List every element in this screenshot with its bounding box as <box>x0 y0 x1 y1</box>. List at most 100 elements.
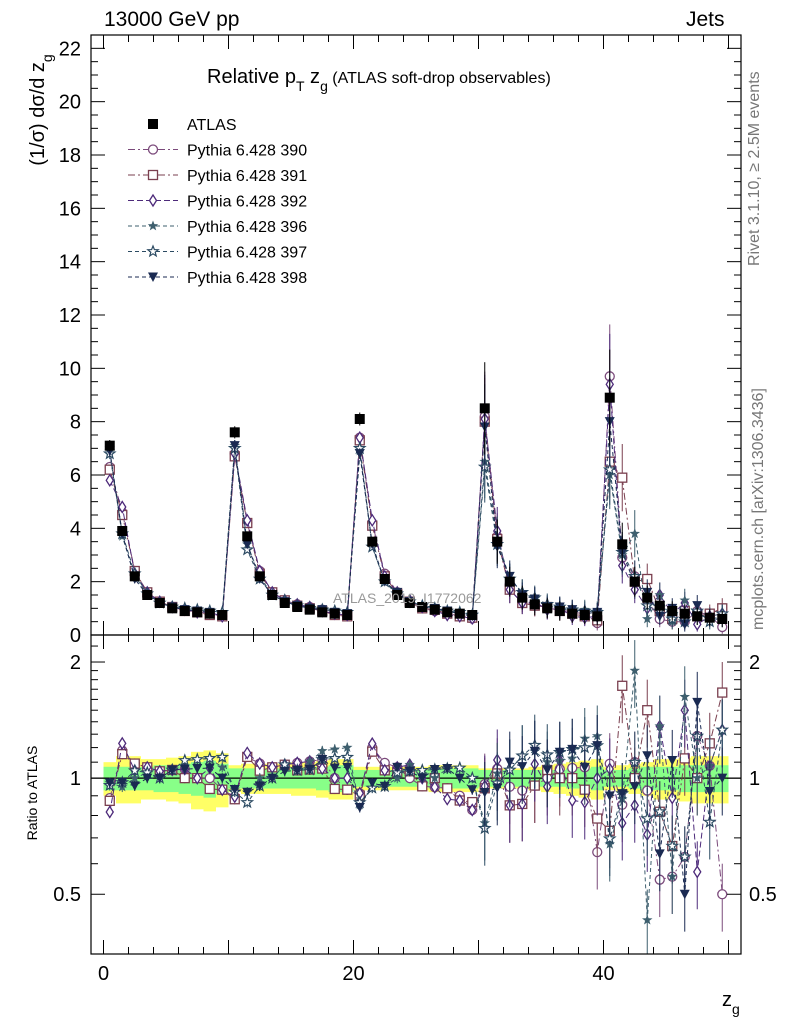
pythia-6-428-398-ratio-point <box>317 755 328 765</box>
x-tick-label: 20 <box>342 963 364 985</box>
pythia-6-428-396-ratio-point <box>217 761 228 772</box>
pythia-6-428-397-legend-label: Pythia 6.428 397 <box>187 245 307 262</box>
atlas-point <box>679 608 690 619</box>
ratio-tick-label-right: 2 <box>749 652 760 674</box>
x-axis-label: zg <box>722 989 740 1017</box>
atlas-point <box>354 414 365 424</box>
pythia-6-428-397-ratio-point <box>340 749 355 764</box>
pythia-6-428-390-ratio-line <box>109 735 723 895</box>
atlas-point <box>667 606 678 616</box>
pythia-6-428-398-ratio-point <box>454 773 465 784</box>
atlas-point <box>254 571 265 582</box>
ratio-tick-label: 1 <box>70 768 81 790</box>
pythia-6-428-398-ratio-point <box>404 766 415 777</box>
pythia-6-428-396-legend-marker <box>147 220 159 231</box>
pythia-6-428-398-ratio-point <box>417 773 428 784</box>
pythia-6-428-392-ratio-point <box>317 761 327 776</box>
atlas-point <box>629 576 640 587</box>
ratio-frame <box>90 634 742 955</box>
atlas-legend-marker <box>148 119 158 129</box>
pythia-6-428-396-ratio-point <box>404 759 415 770</box>
pythia-6-428-397-ratio-point <box>465 770 480 785</box>
atlas-point <box>467 610 478 620</box>
pythia-6-428-392-ratio-point <box>455 793 465 808</box>
ratio-tick-label-right: 1 <box>749 768 760 790</box>
atlas-point <box>242 531 253 542</box>
pythia-6-428-390-legend-marker <box>147 144 159 155</box>
atlas-point <box>717 614 728 624</box>
ratio-tick-label: 0.5 <box>53 884 81 906</box>
atlas-point <box>429 604 440 615</box>
pythia-6-428-398-ratio-point <box>429 765 440 775</box>
pythia-6-428-398-ratio-point <box>579 762 590 773</box>
atlas-point <box>179 606 190 616</box>
pythia-6-428-398-point <box>229 441 240 451</box>
pythia-6-428-398-point <box>354 449 365 459</box>
mcplots-label: mcplots.cern.ch [arXiv:1306.3436] <box>750 388 767 630</box>
pythia-6-428-392-ratio-point <box>192 771 202 785</box>
pythia-6-428-392-line <box>109 384 723 626</box>
atlas-point <box>692 611 703 622</box>
pythia-6-428-397-ratio-point <box>640 811 655 825</box>
atlas-point <box>417 602 428 612</box>
header-right: Jets <box>686 8 725 31</box>
y-tick-label: 16 <box>59 198 81 220</box>
pythia-6-428-397-ratio-point <box>652 804 667 818</box>
pythia-6-428-391-ratio-point <box>117 749 128 760</box>
pythia-6-428-392-ratio-point <box>342 771 352 785</box>
atlas-point <box>279 598 290 608</box>
pythia-6-428-398-ratio-point <box>392 762 403 773</box>
y-tick-label: 12 <box>59 305 81 327</box>
y-tick-label: 18 <box>59 145 81 167</box>
pythia-6-428-392-ratio-point <box>367 736 377 751</box>
pythia-6-428-398-point <box>692 601 703 611</box>
pythia-6-428-396-ratio-point <box>254 772 265 783</box>
atlas-point <box>592 611 603 622</box>
pythia-6-428-398-ratio-point <box>179 764 190 775</box>
pythia-6-428-397-ratio-point <box>602 831 617 845</box>
pythia-6-428-398-ratio-point <box>667 755 678 766</box>
atlas-point <box>317 607 328 618</box>
pythia-6-428-396-point <box>679 594 690 605</box>
pythia-6-428-396-ratio-point <box>329 743 340 754</box>
atlas-point <box>342 610 353 620</box>
pythia-6-428-392-ratio-point <box>692 865 702 879</box>
pythia-6-428-398-ratio-point <box>717 773 728 784</box>
pythia-6-428-397-ratio-point <box>677 849 692 863</box>
pythia-6-428-397-ratio-point <box>415 763 430 777</box>
pythia-6-428-392-ratio-point <box>105 805 115 819</box>
pythia-6-428-398-ratio-point <box>554 747 565 758</box>
atlas-point <box>404 598 415 608</box>
y-tick-label: 6 <box>70 465 81 487</box>
pythia-6-428-398-ratio-point <box>442 764 453 774</box>
pythia-6-428-396-ratio-point <box>317 745 328 756</box>
pythia-6-428-392-legend-marker <box>148 193 158 208</box>
pythia-6-428-397-ratio-point <box>452 760 467 774</box>
atlas-point <box>529 599 540 610</box>
pythia-6-428-396-point <box>629 528 640 539</box>
pythia-6-428-391-ratio-point <box>717 687 728 698</box>
pythia-6-428-398-ratio-point <box>542 765 553 775</box>
pythia-6-428-390-ratio-point <box>717 889 728 900</box>
atlas-point <box>492 536 503 547</box>
pythia-6-428-392-ratio-point <box>242 746 252 760</box>
pythia-6-428-398-ratio-point <box>529 746 540 757</box>
pythia-6-428-391-ratio-point <box>204 783 215 795</box>
atlas-point <box>504 576 515 587</box>
pythia-6-428-398-ratio-point <box>517 762 528 772</box>
atlas-point <box>267 590 278 600</box>
pythia-6-428-391-ratio-point <box>617 680 628 691</box>
pythia-6-428-392-point <box>367 513 377 528</box>
pythia-6-428-396-ratio-point <box>654 720 665 731</box>
pythia-6-428-398-ratio-point <box>692 697 703 708</box>
pythia-6-428-398-legend-marker <box>148 272 158 282</box>
ratio-tick-label: 2 <box>70 652 81 674</box>
pythia-6-428-397-legend-marker <box>146 244 160 258</box>
pythia-6-428-396-ratio-point <box>692 772 703 783</box>
y-axis-label: (1/σ) dσ/d zg <box>27 54 55 165</box>
y-tick-label: 4 <box>70 518 81 540</box>
header-left: 13000 GeV pp <box>104 8 240 31</box>
y-tick-label: 14 <box>59 252 81 274</box>
pythia-6-428-391-point <box>617 472 628 483</box>
atlas-point <box>217 610 228 620</box>
